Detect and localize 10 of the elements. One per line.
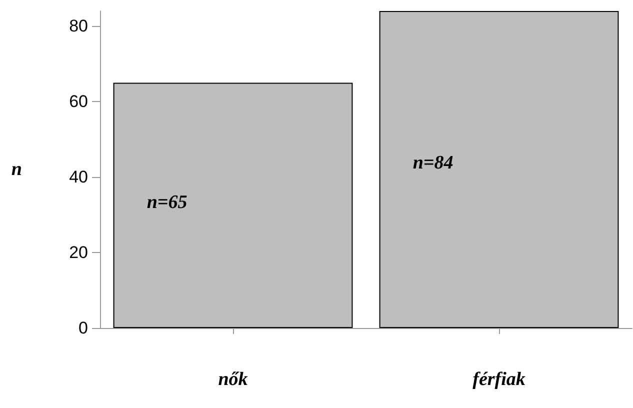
y-tick-label: 80	[69, 16, 88, 36]
y-tick-label: 40	[69, 168, 88, 187]
x-tick-label: nők	[218, 369, 248, 390]
data-label: n=65	[146, 192, 188, 214]
x-tick-label: férfiak	[472, 369, 526, 390]
y-tick-label: 20	[69, 243, 88, 262]
y-tick-label: 60	[69, 92, 88, 112]
y-tick-label: 0	[78, 318, 88, 338]
data-label: n=84	[412, 152, 454, 174]
y-axis-title: n	[11, 159, 22, 180]
